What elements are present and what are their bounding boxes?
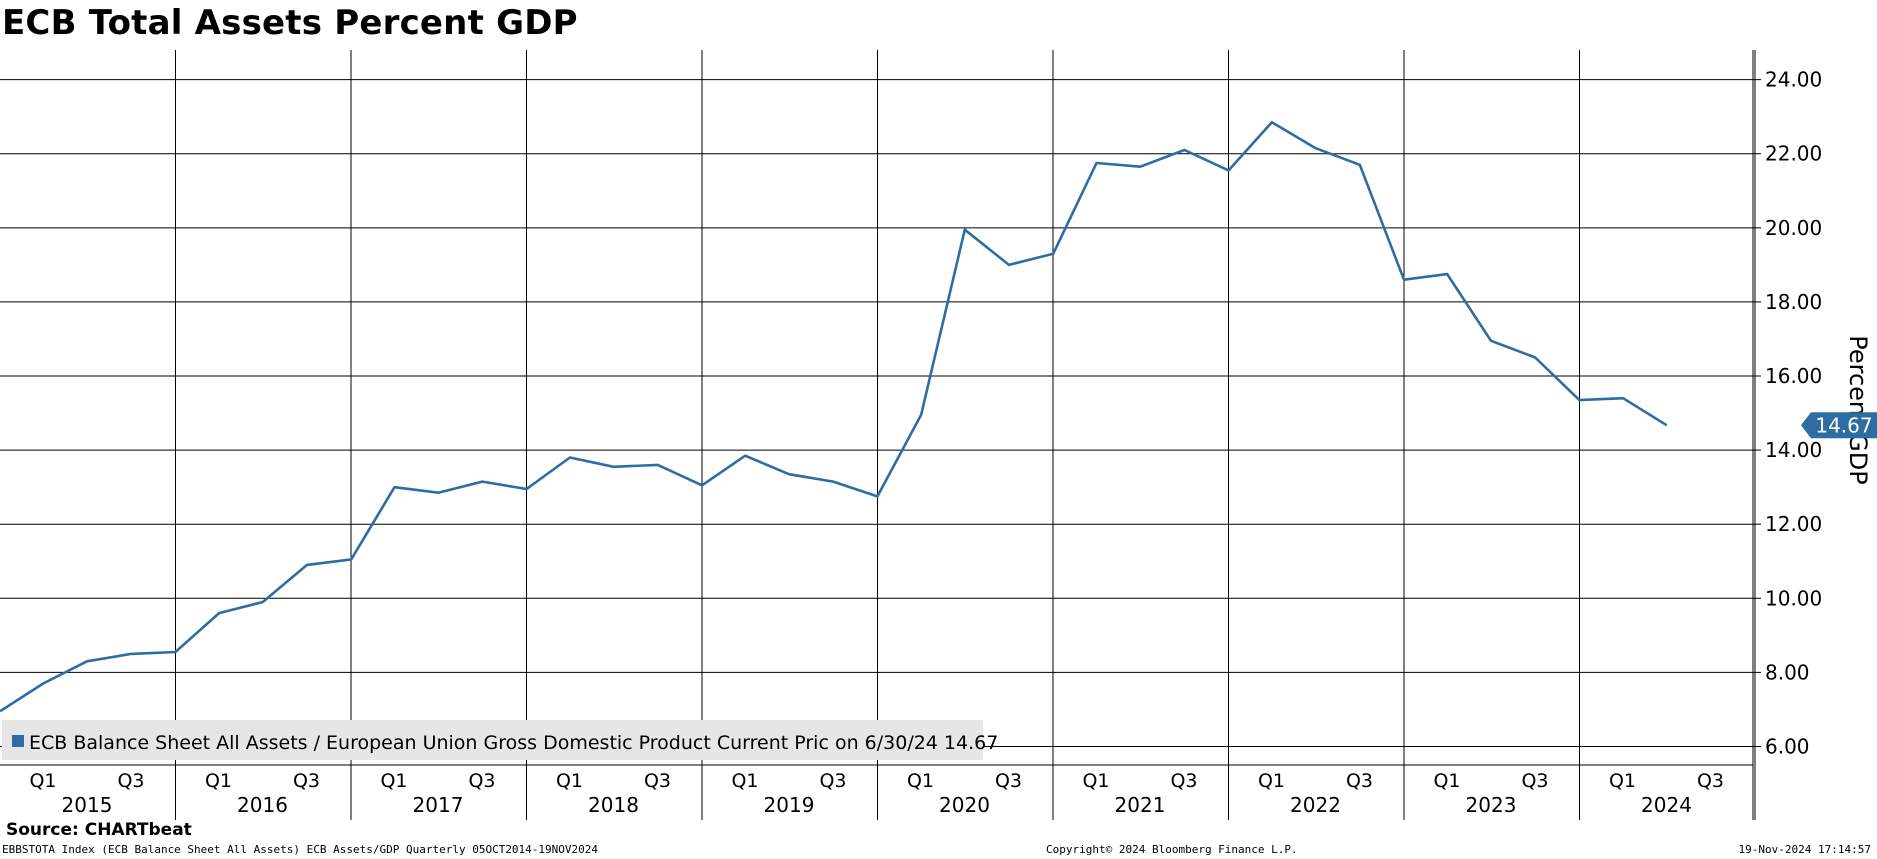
x-quarter-label: Q3 <box>1521 770 1548 792</box>
series-line <box>0 120 1668 713</box>
x-quarter-label: Q3 <box>995 770 1022 792</box>
footer-ticker-info: EBBSTOTA Index (ECB Balance Sheet All As… <box>2 843 599 856</box>
last-value-badge <box>1801 412 1877 439</box>
y-tick-label: 18.00 <box>1765 290 1822 314</box>
y-axis-label: Percent GDP <box>1844 335 1872 484</box>
y-tick-label: 14.00 <box>1765 438 1822 462</box>
grid-layer <box>0 50 1756 820</box>
x-year-label: 2020 <box>939 793 990 817</box>
x-year-label: 2023 <box>1466 793 1517 817</box>
x-quarter-label: Q1 <box>731 770 758 792</box>
x-quarter-label: Q1 <box>1082 770 1109 792</box>
x-quarter-label: Q3 <box>644 770 671 792</box>
y-tick-label: 16.00 <box>1765 364 1822 388</box>
x-quarter-label: Q3 <box>819 770 846 792</box>
x-year-label: 2016 <box>237 793 288 817</box>
x-quarter-label: Q1 <box>556 770 583 792</box>
x-year-label: 2022 <box>1290 793 1341 817</box>
last-value-text: 14.67 <box>1815 413 1872 437</box>
y-tick-label: 10.00 <box>1765 586 1822 610</box>
x-year-label: 2018 <box>588 793 639 817</box>
x-quarter-label: Q1 <box>205 770 232 792</box>
x-quarter-label: Q3 <box>117 770 144 792</box>
x-year-label: 2019 <box>764 793 815 817</box>
legend-label: ECB Balance Sheet All Assets / European … <box>29 732 998 754</box>
footer-copyright: Copyright© 2024 Bloomberg Finance L.P. <box>1046 843 1298 856</box>
x-quarter-label: Q1 <box>380 770 407 792</box>
y-tick-label: 20.00 <box>1765 216 1822 240</box>
x-quarter-label: Q1 <box>1609 770 1636 792</box>
x-quarter-label: Q3 <box>468 770 495 792</box>
legend-box <box>2 720 983 760</box>
x-year-label: 2021 <box>1115 793 1166 817</box>
x-quarter-label: Q1 <box>29 770 56 792</box>
y-tick-label: 22.00 <box>1765 142 1822 166</box>
y-tick-label: 24.00 <box>1765 68 1822 92</box>
legend-swatch <box>12 735 24 747</box>
x-year-label: 2015 <box>62 793 113 817</box>
y-tick-label: 8.00 <box>1765 660 1810 684</box>
x-quarter-label: Q1 <box>907 770 934 792</box>
y-tick-label: 12.00 <box>1765 512 1822 536</box>
x-quarter-label: Q3 <box>1170 770 1197 792</box>
series-layer <box>0 120 1668 713</box>
chart-title: ECB Total Assets Percent GDP <box>2 3 578 43</box>
x-quarter-label: Q3 <box>1697 770 1724 792</box>
x-quarter-label: Q3 <box>293 770 320 792</box>
y-tick-label: 6.00 <box>1765 734 1810 758</box>
source-label: Source: CHARTbeat <box>6 820 192 840</box>
x-year-label: 2024 <box>1641 793 1692 817</box>
last-value-marker: 14.67 <box>1801 412 1877 439</box>
x-year-label: 2017 <box>413 793 464 817</box>
x-quarter-label: Q3 <box>1346 770 1373 792</box>
x-quarter-label: Q1 <box>1258 770 1285 792</box>
x-quarter-label: Q1 <box>1433 770 1460 792</box>
footer-timestamp: 19-Nov-2024 17:14:57 <box>1738 843 1871 856</box>
y-axis-ticks: 6.00 8.00 10.00 12.00 14.00 16.00 18.00 20.00 22… <box>1753 68 1822 758</box>
